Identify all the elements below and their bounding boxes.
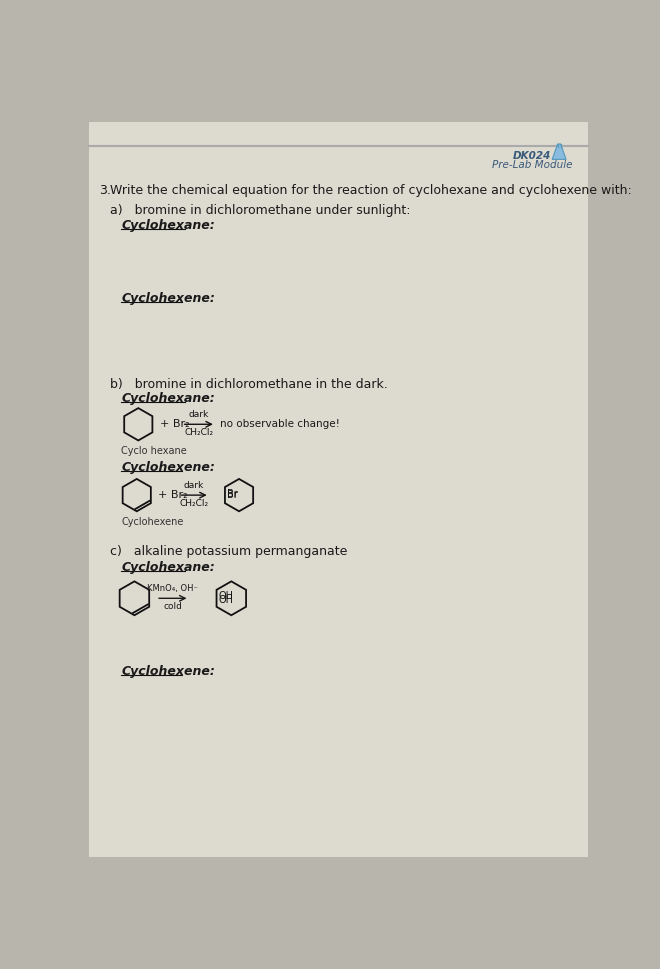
Text: Cyclohexene: Cyclohexene xyxy=(121,516,183,527)
Text: Br: Br xyxy=(226,488,237,499)
Text: + Br₂: + Br₂ xyxy=(160,420,189,429)
Text: Br: Br xyxy=(226,490,237,500)
Text: DK024: DK024 xyxy=(513,151,551,161)
Text: no observable change!: no observable change! xyxy=(220,420,341,429)
Text: 3.: 3. xyxy=(100,184,112,197)
Text: CH₂Cl₂: CH₂Cl₂ xyxy=(180,499,209,508)
Text: b)   bromine in dichloromethane in the dark.: b) bromine in dichloromethane in the dar… xyxy=(110,378,388,391)
Text: Cyclo hexane: Cyclo hexane xyxy=(121,446,187,455)
FancyBboxPatch shape xyxy=(88,122,588,857)
Text: Cyclohexane:: Cyclohexane: xyxy=(121,219,215,233)
Text: OH: OH xyxy=(219,591,234,602)
Text: c)   alkaline potassium permanganate: c) alkaline potassium permanganate xyxy=(110,546,348,558)
Text: dark: dark xyxy=(184,481,204,489)
Text: Write the chemical equation for the reaction of cyclohexane and cyclohexene with: Write the chemical equation for the reac… xyxy=(110,184,632,197)
Text: Cyclohexene:: Cyclohexene: xyxy=(121,292,215,305)
Text: dark: dark xyxy=(189,410,209,419)
Text: Cyclohexane:: Cyclohexane: xyxy=(121,391,215,405)
Text: Cyclohexane:: Cyclohexane: xyxy=(121,561,215,574)
Text: KMnO₄, OH⁻: KMnO₄, OH⁻ xyxy=(147,584,198,593)
Text: + Br₂: + Br₂ xyxy=(158,490,187,500)
Text: Cyclohexene:: Cyclohexene: xyxy=(121,665,215,677)
Text: Pre-Lab Module: Pre-Lab Module xyxy=(492,160,572,170)
Text: Cyclohexene:: Cyclohexene: xyxy=(121,461,215,474)
Text: cold: cold xyxy=(164,602,182,611)
Text: a)   bromine in dichloromethane under sunlight:: a) bromine in dichloromethane under sunl… xyxy=(110,204,411,217)
Text: OH: OH xyxy=(219,595,234,606)
Polygon shape xyxy=(552,144,566,159)
Text: CH₂Cl₂: CH₂Cl₂ xyxy=(184,428,213,437)
